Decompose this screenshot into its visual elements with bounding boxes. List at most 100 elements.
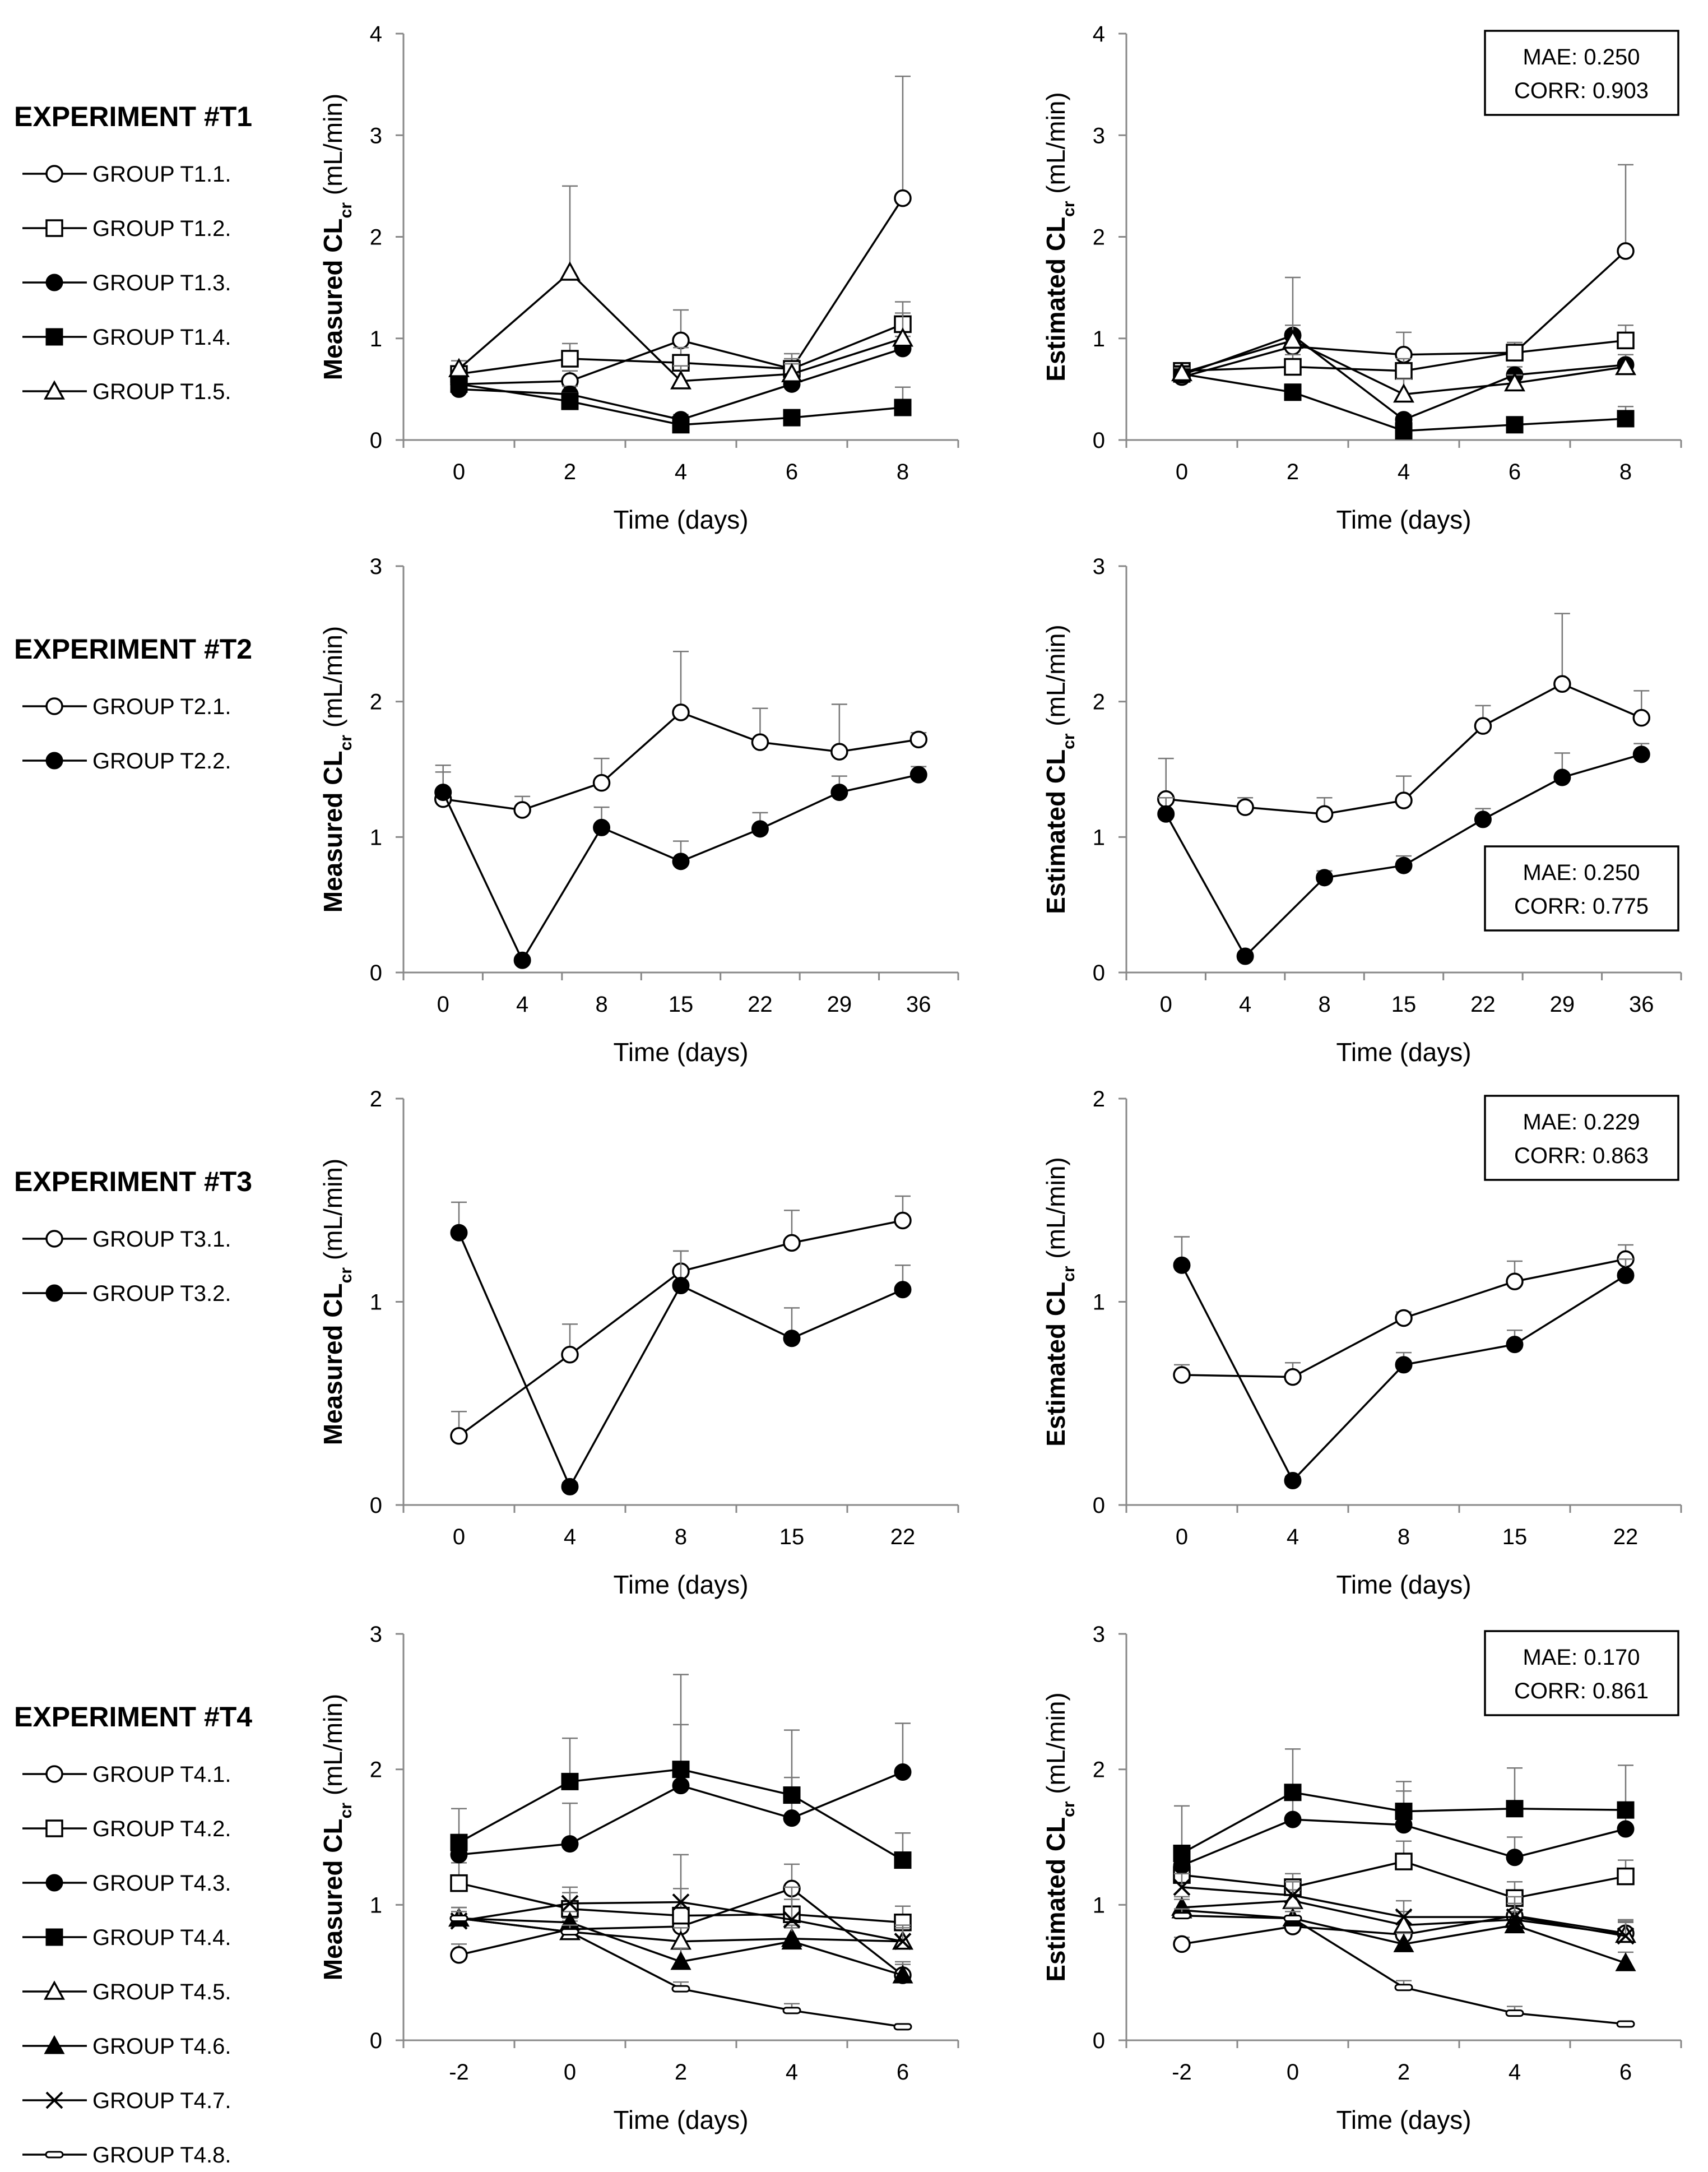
- estimated-panel: 0 1 2 0 4 8 15 22 Time (days) Estimated CLcr (mL/…: [1041, 1087, 1682, 1599]
- y-tick-label: 3: [370, 554, 382, 579]
- circle-open-marker-shape: [1173, 1935, 1191, 1953]
- circle-filled-marker-shape: [1506, 1336, 1524, 1354]
- legend-square-filled-marker: [45, 1928, 63, 1946]
- circle-open-marker-shape: [1506, 1272, 1524, 1290]
- x-axis-title: Time (days): [1336, 1570, 1471, 1599]
- legend-cross-marker: [45, 2091, 63, 2109]
- circle-open-marker-shape: [513, 801, 531, 819]
- y-axis-title-subscript: cr: [337, 202, 355, 219]
- x-tick-label: 8: [595, 992, 607, 1017]
- dash-marker-shape: [560, 1928, 579, 1936]
- series: [450, 1854, 912, 1950]
- legend-label: GROUP T4.8.: [92, 2143, 231, 2168]
- triangle-open-marker-shape: [892, 327, 913, 347]
- circle-filled-marker-shape: [513, 951, 531, 969]
- dash-marker-shape: [782, 2007, 801, 2014]
- x-tick-label: 2: [675, 2060, 687, 2085]
- y-axis-title: Measured CLcr (mL/min): [318, 1694, 355, 1980]
- experiment-title: EXPERIMENT #T4: [14, 1701, 252, 1733]
- circle-filled-marker-shape: [45, 1874, 63, 1892]
- triangle-open-marker-shape: [1393, 1914, 1414, 1934]
- data-point-marker: [1504, 372, 1525, 392]
- y-tick-label: 1: [1093, 1290, 1105, 1315]
- corr-value: CORR: 0.903: [1514, 78, 1649, 103]
- series: [1171, 276, 1636, 403]
- y-tick-label: 4: [370, 22, 382, 47]
- data-point-marker: [449, 1915, 468, 1922]
- y-axis-title: Estimated CLcr (mL/min): [1041, 624, 1078, 914]
- legend-label: GROUP T1.1.: [92, 162, 231, 187]
- y-tick-label: 0: [1093, 2029, 1105, 2053]
- data-point-marker: [1506, 1800, 1524, 1818]
- data-point-marker: [1506, 416, 1524, 434]
- experiment-row-2: EXPERIMENT #T2 GROUP T2.1. GROUP T2.2. 0 1 2 3…: [14, 554, 1682, 1067]
- triangle-open-marker-shape: [44, 380, 65, 400]
- circle-filled-marker-shape: [672, 853, 690, 870]
- x-axis-title: Time (days): [1336, 505, 1471, 534]
- data-point-marker: [1284, 1810, 1302, 1828]
- data-point-marker: [1616, 2020, 1635, 2028]
- data-point-marker: [1393, 1914, 1414, 1934]
- cross-marker-shape: [1617, 1927, 1635, 1945]
- x-tick-label: 0: [453, 1525, 465, 1549]
- y-axis-title: Measured CLcr (mL/min): [318, 1159, 355, 1445]
- triangle-open-marker-shape: [448, 358, 470, 377]
- legend-circle-filled-marker: [45, 752, 63, 770]
- data-point-marker: [1173, 1366, 1191, 1384]
- circle-filled-marker-shape: [1506, 1849, 1524, 1867]
- x-axis-title: Time (days): [613, 1570, 748, 1599]
- y-axis-title-unit: (mL/min): [1041, 1692, 1070, 1801]
- x-tick-label: 2: [1398, 2060, 1410, 2085]
- data-point-marker: [909, 766, 927, 784]
- series: [1173, 164, 1635, 386]
- square-open-marker-shape: [1395, 1853, 1413, 1870]
- data-point-marker: [1173, 1935, 1191, 1953]
- y-tick-label: 2: [370, 225, 382, 250]
- data-point-marker: [450, 1224, 468, 1242]
- corr-value: CORR: 0.863: [1514, 1143, 1649, 1168]
- y-tick-label: 2: [1093, 690, 1105, 715]
- cross-marker-shape: [1173, 1878, 1191, 1896]
- circle-filled-marker-shape: [1284, 1810, 1302, 1828]
- x-tick-label: 0: [1176, 460, 1188, 484]
- data-point-marker: [672, 331, 690, 350]
- estimated-panel: 0 1 2 3 0 4 8 15 22 29 36 Time (days) Estimated CLcr…: [1041, 554, 1682, 1067]
- dash-marker-shape: [1616, 2020, 1635, 2028]
- legend-triangle-open-marker: [44, 380, 65, 400]
- x-tick-label: 8: [675, 1525, 687, 1549]
- corr-value: CORR: 0.775: [1514, 894, 1649, 919]
- data-point-marker: [1553, 675, 1571, 693]
- x-tick-label: 22: [890, 1525, 916, 1549]
- x-tick-label: 0: [1287, 2060, 1299, 2085]
- circle-filled-marker-shape: [561, 1478, 579, 1495]
- data-point-marker: [1474, 717, 1492, 735]
- data-point-marker: [781, 1930, 802, 1950]
- y-tick-label: 1: [370, 1893, 382, 1918]
- circle-open-marker-shape: [45, 697, 63, 715]
- series: [434, 766, 927, 969]
- data-point-marker: [894, 189, 912, 207]
- data-point-marker: [892, 327, 913, 347]
- circle-open-marker-shape: [830, 743, 848, 761]
- legend-item: GROUP T4.6.: [22, 2034, 231, 2059]
- data-point-marker: [783, 1330, 801, 1347]
- data-point-marker: [781, 363, 802, 382]
- data-point-marker: [783, 409, 801, 427]
- cross-marker-shape: [672, 1893, 690, 1911]
- data-point-marker: [1395, 1803, 1413, 1821]
- x-tick-label: -2: [449, 2060, 469, 2085]
- circle-open-marker-shape: [1395, 791, 1413, 809]
- circle-filled-marker-shape: [1236, 947, 1254, 965]
- x-tick-label: 29: [827, 992, 852, 1017]
- x-tick-label: 8: [1619, 460, 1632, 484]
- circle-filled-marker-shape: [672, 1777, 690, 1795]
- data-point-marker: [561, 1835, 579, 1853]
- data-point-marker: [670, 1951, 691, 1970]
- circle-filled-marker-shape: [1395, 856, 1413, 874]
- circle-filled-marker-shape: [45, 274, 63, 291]
- mae-value: MAE: 0.250: [1523, 45, 1640, 70]
- cross-marker-shape: [561, 1895, 579, 1912]
- y-tick-label: 2: [370, 1758, 382, 1782]
- y-tick-label: 4: [1093, 22, 1105, 47]
